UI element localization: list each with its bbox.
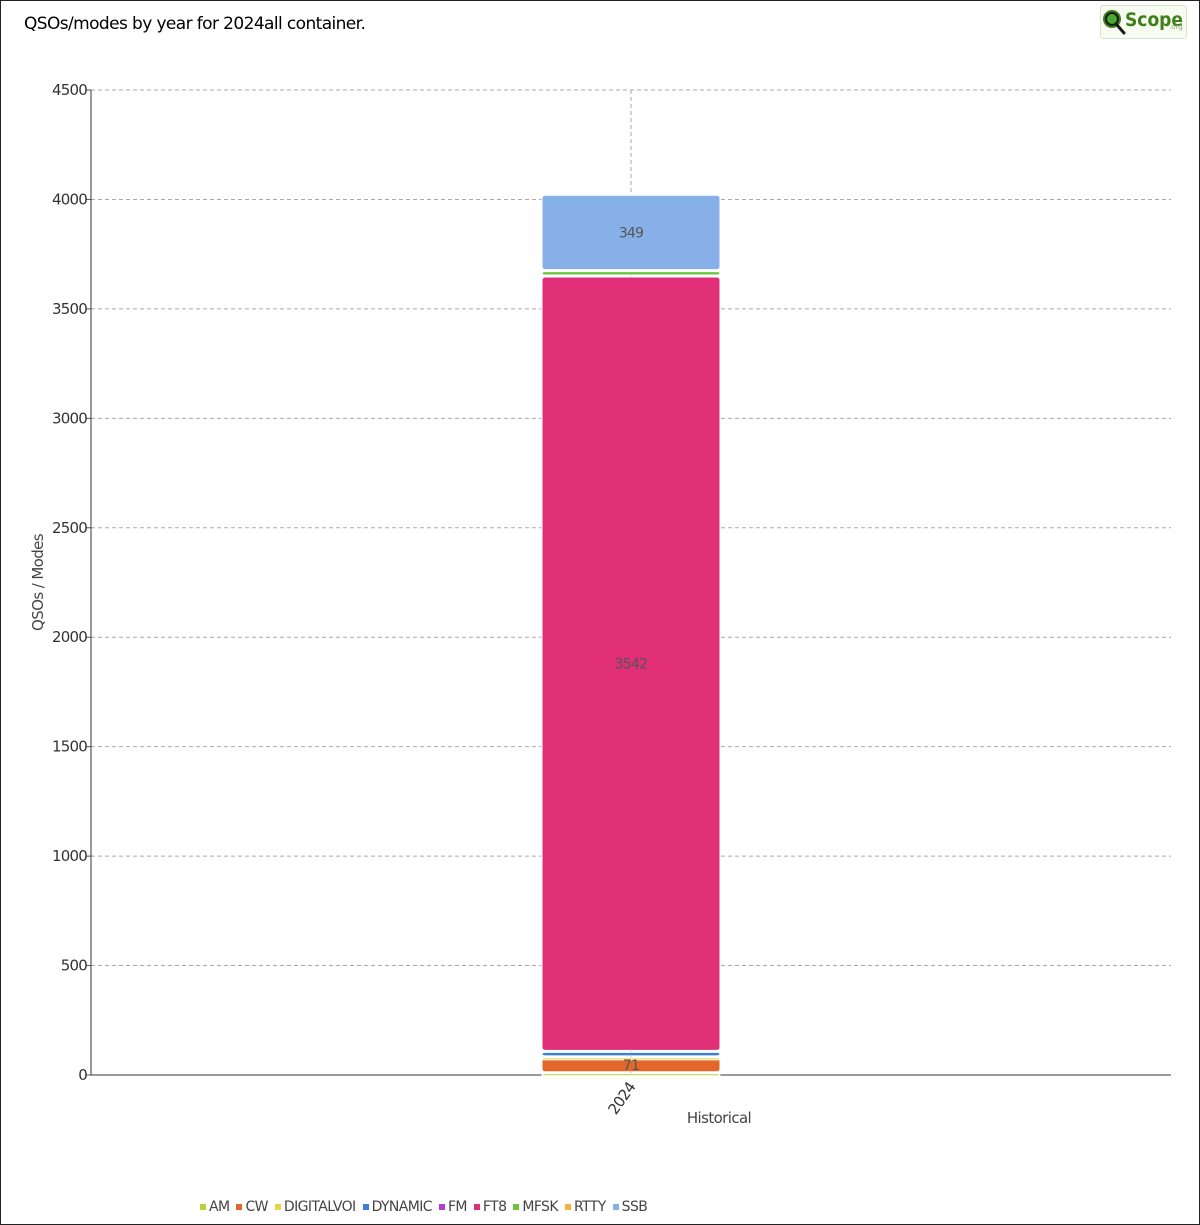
y-tick-label: 3500 (52, 300, 87, 318)
legend-swatch (612, 1204, 619, 1210)
chart-title: QSOs/modes by year for 2024all container… (24, 14, 366, 34)
legend-item-ssb[interactable]: SSB (612, 1199, 648, 1215)
x-tick-label: 2024 (604, 1079, 639, 1118)
y-tick-label: 2000 (52, 628, 87, 646)
legend-swatch (362, 1204, 369, 1210)
y-tick-label: 0 (78, 1066, 87, 1084)
bar-segment-dynamic[interactable] (541, 1051, 721, 1057)
legend-label: DIGITALVOI (283, 1199, 356, 1215)
y-axis-label: QSOs / Modes (29, 533, 47, 631)
legend-swatch (564, 1204, 571, 1210)
legend-label: FM (447, 1199, 468, 1215)
qscope-logo[interactable]: Scope .org (1100, 5, 1187, 39)
y-tick-label: 4500 (52, 81, 87, 99)
data-label-ssb: 349 (619, 225, 643, 241)
bars (541, 194, 721, 1077)
legend-label: MFSK (522, 1199, 558, 1215)
legend-item-fm[interactable]: FM (438, 1199, 468, 1215)
data-labels: 71 3542 349 (615, 225, 648, 1074)
y-tick-label: 4000 (52, 190, 87, 208)
legend-swatch (274, 1204, 281, 1210)
legend-item-mfsk[interactable]: MFSK (513, 1199, 559, 1215)
legend-item-cw[interactable]: CW (236, 1199, 269, 1215)
bar-segment-ft8[interactable] (541, 276, 721, 1051)
bar-segment-ssb[interactable] (541, 194, 721, 271)
axes: 0 500 1000 1500 2000 2500 3000 3500 4000 4500 QSOs… (29, 81, 1171, 1127)
bar-segment-digitalvoi[interactable] (541, 1057, 721, 1061)
logo-word: Scope (1125, 9, 1184, 31)
y-tick-label: 500 (61, 957, 87, 975)
legend-item-digitalvoi[interactable]: DIGITALVOI (274, 1199, 356, 1215)
legend-swatch (473, 1204, 480, 1210)
legend-swatch (236, 1204, 243, 1210)
legend-swatch (438, 1204, 445, 1210)
legend-item-dynamic[interactable]: DYNAMIC (362, 1199, 433, 1215)
legend-label: SSB (621, 1199, 648, 1215)
magnifier-icon (1103, 10, 1126, 35)
y-tick-label: 2500 (52, 519, 87, 537)
legend-label: FT8 (482, 1199, 507, 1215)
bar-segment-mfsk[interactable] (541, 271, 721, 276)
bar-segment-am[interactable] (541, 1073, 721, 1077)
data-label-cw: 71 (623, 1058, 639, 1074)
y-tick-label: 1000 (52, 847, 87, 865)
legend-item-am[interactable]: AM (200, 1199, 230, 1215)
legend-label: AM (209, 1199, 230, 1215)
legend-label: DYNAMIC (371, 1199, 433, 1215)
legend-swatch (200, 1204, 206, 1210)
legend-item-ft8[interactable]: FT8 (473, 1199, 507, 1215)
legend: AM CW DIGITALVOI DYNAMIC FM FT8 MFSK RTTY SSB (200, 1199, 648, 1215)
data-label-ft8: 3542 (615, 657, 647, 673)
legend-swatch (513, 1204, 520, 1210)
legend-label: RTTY (573, 1199, 606, 1215)
legend-label: CW (245, 1199, 268, 1215)
legend-item-rtty[interactable]: RTTY (564, 1199, 606, 1215)
x-axis-label: Historical (687, 1109, 751, 1127)
logo-sub: .org (1169, 23, 1183, 31)
y-tick-label: 3000 (52, 409, 87, 427)
y-tick-label: 1500 (52, 738, 87, 756)
